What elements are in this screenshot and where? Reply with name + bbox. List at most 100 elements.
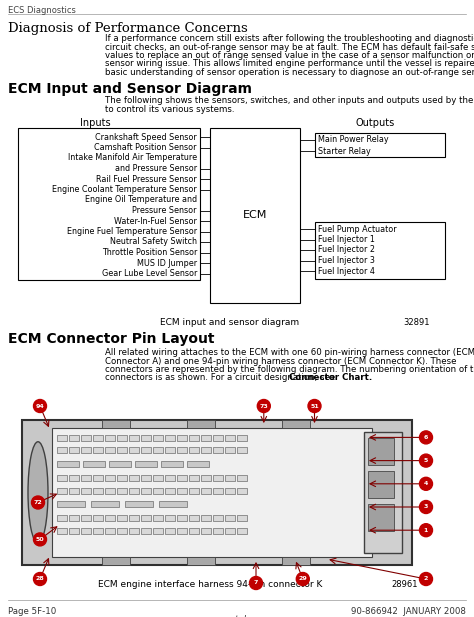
Bar bbox=[69, 447, 79, 453]
Bar bbox=[69, 528, 79, 534]
Circle shape bbox=[419, 478, 432, 491]
Bar bbox=[57, 501, 85, 507]
Bar bbox=[368, 471, 394, 498]
Text: Starter Relay: Starter Relay bbox=[318, 146, 371, 155]
Bar bbox=[189, 528, 199, 534]
Bar bbox=[368, 438, 394, 465]
Bar bbox=[237, 447, 247, 453]
Bar bbox=[153, 515, 163, 521]
Circle shape bbox=[419, 500, 432, 513]
Text: 5: 5 bbox=[424, 458, 428, 463]
Text: The following shows the sensors, switches, and other inputs and outputs used by : The following shows the sensors, switche… bbox=[105, 96, 474, 105]
Bar bbox=[153, 528, 163, 534]
Bar bbox=[153, 447, 163, 453]
Ellipse shape bbox=[28, 442, 48, 543]
Bar bbox=[141, 515, 151, 521]
Circle shape bbox=[419, 454, 432, 467]
Text: Engine Oil Temperature and: Engine Oil Temperature and bbox=[85, 196, 197, 204]
Bar bbox=[225, 475, 235, 481]
Bar bbox=[153, 475, 163, 481]
Bar bbox=[57, 515, 67, 521]
Bar bbox=[225, 447, 235, 453]
Bar bbox=[117, 435, 127, 441]
Bar bbox=[117, 447, 127, 453]
Text: Crankshaft Speed Sensor: Crankshaft Speed Sensor bbox=[95, 133, 197, 141]
Bar bbox=[105, 515, 115, 521]
Text: Pressure Sensor: Pressure Sensor bbox=[133, 206, 197, 215]
Bar bbox=[165, 447, 175, 453]
Text: 6: 6 bbox=[424, 435, 428, 440]
Bar bbox=[153, 435, 163, 441]
Text: connectors is as shown. For a circuit designation, see: connectors is as shown. For a circuit de… bbox=[105, 373, 338, 383]
Bar bbox=[81, 488, 91, 494]
Text: Throttle Position Sensor: Throttle Position Sensor bbox=[101, 248, 197, 257]
Bar bbox=[153, 488, 163, 494]
Bar bbox=[189, 435, 199, 441]
Bar bbox=[161, 461, 183, 467]
Text: 28: 28 bbox=[36, 576, 45, 581]
Bar bbox=[81, 447, 91, 453]
Bar bbox=[213, 488, 223, 494]
Bar bbox=[105, 435, 115, 441]
Bar bbox=[159, 501, 187, 507]
Bar bbox=[81, 515, 91, 521]
Text: 50: 50 bbox=[36, 537, 44, 542]
Bar bbox=[177, 515, 187, 521]
Text: Water-In-Fuel Sensor: Water-In-Fuel Sensor bbox=[114, 217, 197, 225]
Bar bbox=[201, 475, 211, 481]
Text: circuit checks, an out-of-range sensor may be at fault. The ECM has default fail: circuit checks, an out-of-range sensor m… bbox=[105, 43, 474, 51]
Bar bbox=[93, 435, 103, 441]
Text: Intake Manifold Air Temperature: Intake Manifold Air Temperature bbox=[68, 154, 197, 162]
Bar bbox=[105, 447, 115, 453]
Bar bbox=[93, 475, 103, 481]
Bar bbox=[91, 501, 119, 507]
Bar bbox=[117, 475, 127, 481]
Text: Page 5F-10: Page 5F-10 bbox=[8, 607, 56, 616]
Bar bbox=[18, 128, 200, 280]
Bar bbox=[105, 475, 115, 481]
Text: ECM Input and Sensor Diagram: ECM Input and Sensor Diagram bbox=[8, 82, 252, 96]
Bar bbox=[129, 488, 139, 494]
Bar bbox=[213, 435, 223, 441]
Text: Gear Lube Level Sensor: Gear Lube Level Sensor bbox=[101, 269, 197, 278]
Bar bbox=[187, 461, 209, 467]
Bar bbox=[129, 435, 139, 441]
Bar bbox=[282, 420, 310, 428]
Bar bbox=[117, 528, 127, 534]
Bar bbox=[225, 515, 235, 521]
Bar bbox=[117, 515, 127, 521]
Bar bbox=[177, 435, 187, 441]
Text: Neutral Safety Switch: Neutral Safety Switch bbox=[110, 238, 197, 247]
Bar bbox=[57, 475, 67, 481]
Bar bbox=[201, 447, 211, 453]
Circle shape bbox=[34, 573, 46, 586]
Text: 72: 72 bbox=[34, 500, 42, 505]
Text: 94: 94 bbox=[36, 404, 45, 408]
Bar bbox=[141, 488, 151, 494]
Circle shape bbox=[419, 524, 432, 537]
Bar bbox=[117, 488, 127, 494]
Bar bbox=[165, 488, 175, 494]
Bar bbox=[93, 528, 103, 534]
Bar bbox=[69, 475, 79, 481]
Text: ECM Connector Pin Layout: ECM Connector Pin Layout bbox=[8, 332, 215, 346]
Bar bbox=[93, 447, 103, 453]
Bar bbox=[141, 435, 151, 441]
Circle shape bbox=[257, 399, 270, 413]
Bar bbox=[81, 528, 91, 534]
Text: Rail Fuel Pressure Sensor: Rail Fuel Pressure Sensor bbox=[96, 175, 197, 183]
Bar bbox=[81, 435, 91, 441]
Bar bbox=[189, 515, 199, 521]
Bar bbox=[237, 435, 247, 441]
Bar bbox=[102, 557, 130, 565]
Text: 3: 3 bbox=[424, 505, 428, 510]
Bar bbox=[165, 435, 175, 441]
Circle shape bbox=[419, 431, 432, 444]
Bar bbox=[141, 447, 151, 453]
Bar bbox=[129, 447, 139, 453]
Text: 1: 1 bbox=[424, 528, 428, 532]
Text: Connector Chart.: Connector Chart. bbox=[289, 373, 373, 383]
Bar bbox=[57, 435, 67, 441]
Text: basic understanding of sensor operation is necessary to diagnose an out-of-range: basic understanding of sensor operation … bbox=[105, 68, 474, 77]
Text: 73: 73 bbox=[259, 404, 268, 408]
